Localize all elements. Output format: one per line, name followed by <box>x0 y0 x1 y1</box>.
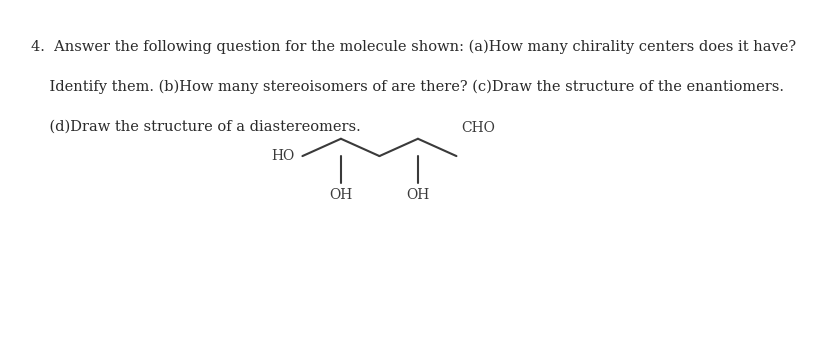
Text: HO: HO <box>271 149 294 163</box>
Text: Identify them. (b)How many stereoisomers of are there? (c)Draw the structure of : Identify them. (b)How many stereoisomers… <box>31 80 783 94</box>
Text: 4.  Answer the following question for the molecule shown: (a)How many chirality : 4. Answer the following question for the… <box>31 40 796 54</box>
Text: (d)Draw the structure of a diastereomers.: (d)Draw the structure of a diastereomers… <box>31 119 361 133</box>
Text: OH: OH <box>329 188 352 202</box>
Text: CHO: CHO <box>461 121 495 135</box>
Text: OH: OH <box>406 188 429 202</box>
